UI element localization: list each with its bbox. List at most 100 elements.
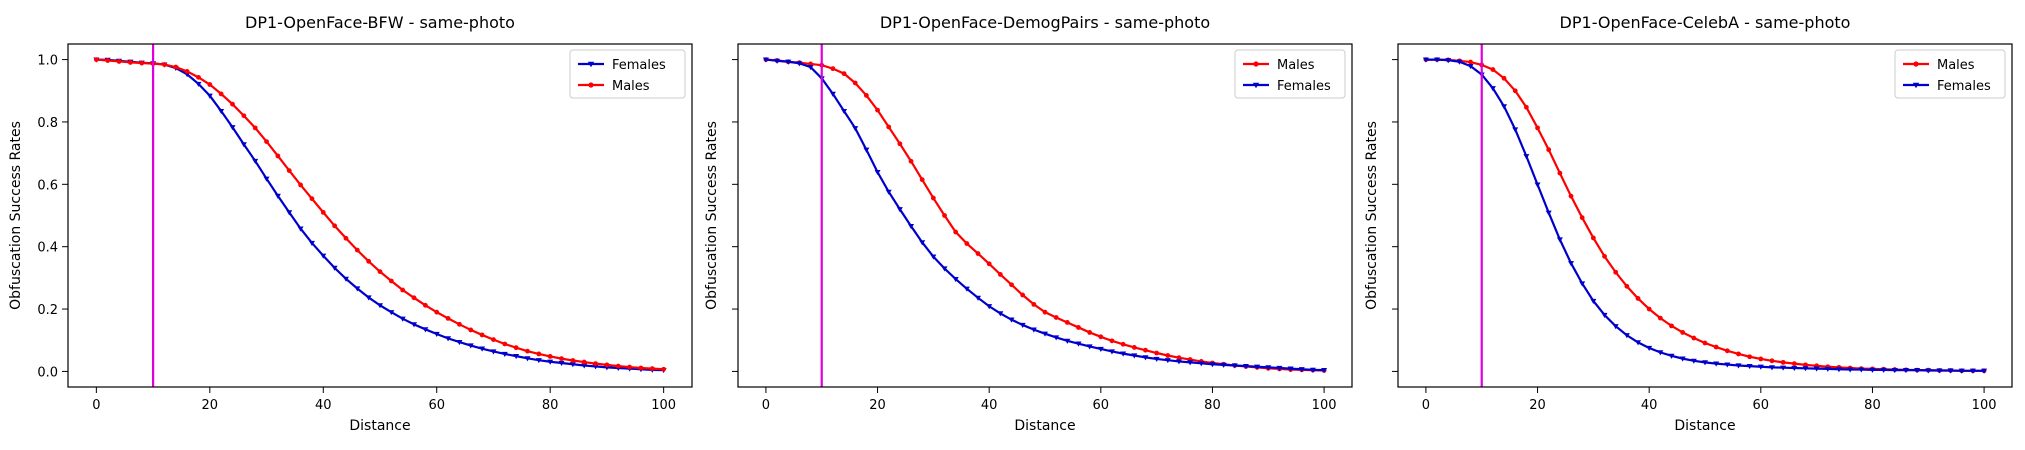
x-tick-label: 60	[1093, 398, 1110, 413]
data-point	[399, 316, 406, 322]
data-point	[1891, 368, 1898, 374]
x-tick-label: 20	[869, 398, 886, 413]
legend-swatch-marker	[1912, 82, 1920, 89]
data-point	[1969, 368, 1976, 374]
data-point	[1858, 367, 1865, 373]
data-point	[559, 356, 564, 362]
data-point	[354, 247, 360, 253]
data-point	[1613, 269, 1619, 275]
data-point	[1746, 364, 1753, 370]
data-point	[1635, 296, 1641, 301]
data-point	[1556, 237, 1563, 243]
data-point	[1164, 358, 1171, 364]
data-point	[863, 147, 870, 153]
data-point	[1702, 360, 1708, 366]
data-point	[1489, 86, 1496, 92]
data-point	[1501, 75, 1507, 81]
data-point	[919, 240, 926, 246]
data-point	[593, 361, 598, 367]
data-point	[400, 287, 406, 293]
data-point	[964, 241, 970, 246]
data-point	[1087, 330, 1093, 335]
data-point	[885, 189, 892, 195]
x-axis-label: Distance	[1674, 418, 1735, 434]
data-point	[1601, 312, 1608, 318]
data-point	[139, 60, 145, 66]
data-point	[456, 339, 463, 346]
data-point	[1557, 170, 1563, 176]
data-point	[796, 61, 803, 67]
data-point	[1512, 88, 1518, 94]
data-point	[1175, 359, 1182, 365]
series-females	[93, 57, 667, 374]
data-point	[434, 309, 440, 315]
data-point	[1657, 315, 1663, 321]
data-point	[1780, 359, 1786, 365]
data-point	[116, 59, 122, 64]
series-line-females	[96, 58, 664, 372]
data-point	[1925, 368, 1932, 374]
data-point	[1434, 57, 1441, 63]
data-point	[1287, 366, 1294, 372]
data-point	[1154, 350, 1160, 356]
data-point	[841, 71, 847, 77]
data-point	[1019, 322, 1026, 328]
data-point	[275, 153, 281, 159]
series-males	[763, 57, 1327, 373]
data-point	[388, 310, 395, 316]
series-females	[762, 57, 1328, 374]
series-females	[1422, 57, 1988, 374]
data-point	[252, 158, 259, 164]
y-tick-label: 1.0	[37, 54, 58, 69]
data-point	[975, 295, 982, 301]
data-point	[1769, 358, 1775, 364]
data-point	[1680, 330, 1686, 335]
data-point	[615, 363, 621, 369]
data-point	[1847, 367, 1854, 373]
data-point	[513, 345, 519, 351]
data-point	[1165, 353, 1171, 358]
chart-panel-1: DP1-OpenFace-BFW - same-photo 0 20 40 60 80 10…	[8, 13, 693, 434]
data-point	[445, 316, 451, 321]
data-point	[1220, 362, 1227, 368]
data-point	[1735, 363, 1742, 369]
data-point	[308, 240, 315, 246]
data-point	[241, 113, 247, 119]
legend-swatch-marker	[1252, 82, 1260, 89]
data-point	[1545, 210, 1552, 216]
data-point	[975, 251, 981, 256]
data-point	[1534, 182, 1541, 188]
data-point	[1713, 344, 1719, 350]
data-point	[1579, 215, 1585, 221]
series-males	[93, 57, 667, 372]
x-tick-label: 80	[1204, 398, 1221, 413]
data-point	[952, 277, 959, 283]
data-point	[1143, 347, 1148, 353]
data-point	[422, 302, 428, 308]
data-point	[1958, 368, 1965, 374]
data-point	[547, 359, 554, 365]
data-point	[1109, 338, 1115, 344]
x-tick-label: 60	[1753, 398, 1770, 413]
axes-frame	[67, 43, 693, 388]
data-point	[535, 358, 542, 364]
data-point	[896, 207, 903, 213]
y-tick-label: 0.8	[37, 116, 58, 131]
data-point	[479, 332, 485, 338]
data-point	[1198, 361, 1205, 367]
y-tick-label: 0.4	[37, 241, 58, 256]
data-point	[1869, 367, 1876, 373]
data-point	[1780, 365, 1787, 371]
data-point	[1512, 127, 1519, 133]
data-point	[1242, 364, 1249, 370]
data-point	[422, 327, 429, 333]
series-males	[1423, 57, 1987, 374]
data-point	[1467, 64, 1474, 70]
data-point	[1064, 338, 1071, 344]
series-line-females	[765, 58, 1325, 372]
data-point	[1209, 362, 1216, 368]
data-point	[1097, 346, 1104, 352]
legend-label: Males	[1277, 58, 1315, 73]
data-point	[468, 327, 474, 333]
data-point	[1142, 355, 1149, 361]
